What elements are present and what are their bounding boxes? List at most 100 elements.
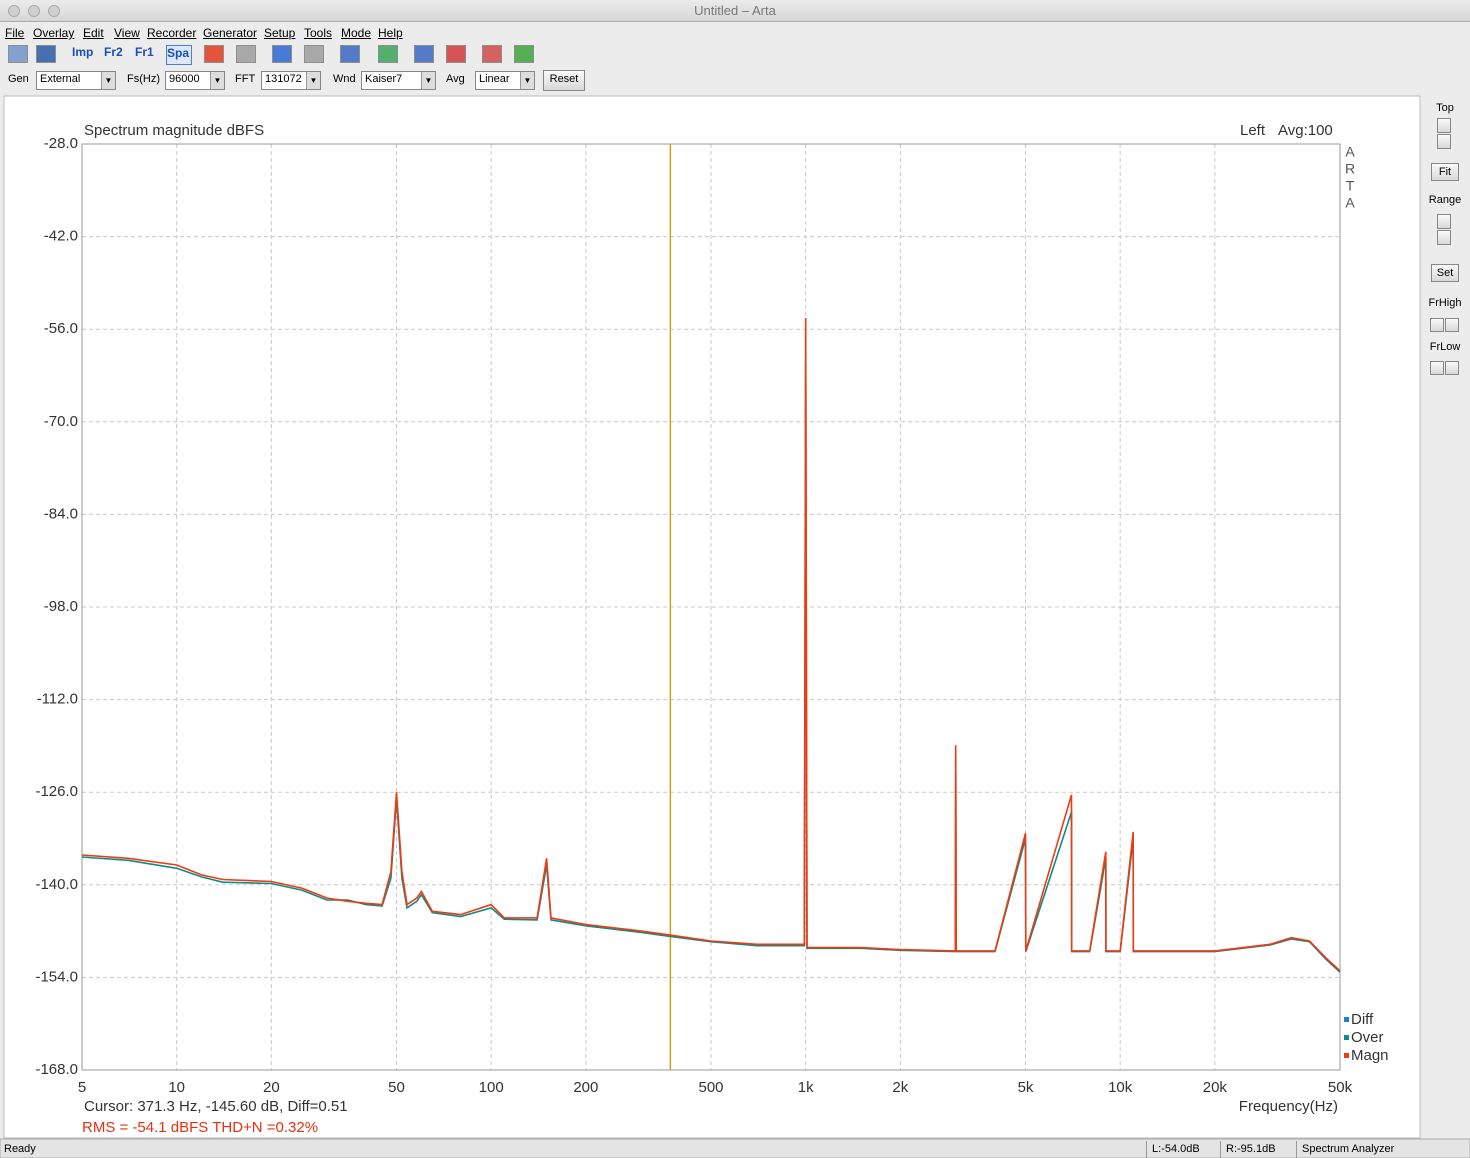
x-tick-label: 2k	[892, 1079, 908, 1096]
window-button[interactable]	[8, 5, 20, 17]
combo-arrow[interactable]: ▼	[421, 72, 435, 89]
y-tick-label: -56.0	[44, 320, 78, 337]
y-tick-label: -28.0	[44, 135, 78, 152]
menu-item[interactable]: Recorder	[147, 26, 197, 40]
y-tick-label: -70.0	[44, 413, 78, 430]
side-button[interactable]: Set	[1431, 264, 1459, 282]
side-label: FrLow	[1429, 341, 1461, 353]
side-label: Range	[1428, 194, 1462, 206]
x-tick-label: 50k	[1328, 1079, 1353, 1096]
x-tick-label: 10	[168, 1079, 185, 1096]
toolbar-icon[interactable]	[414, 45, 434, 63]
step-button[interactable]	[1430, 361, 1444, 375]
param-label: FFT	[235, 73, 256, 85]
step-button[interactable]	[1445, 318, 1459, 332]
combo-arrow[interactable]: ▼	[520, 72, 534, 89]
menu-item[interactable]: Edit	[83, 26, 104, 40]
toolbar-icon[interactable]	[272, 45, 292, 63]
toolbar-icon[interactable]	[304, 45, 324, 63]
x-tick-label: 50	[388, 1079, 405, 1096]
combo-arrow[interactable]: ▼	[101, 72, 115, 89]
y-tick-label: -84.0	[44, 505, 78, 522]
toolbar-icon[interactable]	[378, 45, 398, 63]
menu-item[interactable]: Tools	[304, 26, 333, 40]
x-tick-label: 10k	[1108, 1079, 1133, 1096]
y-tick-label: -168.0	[35, 1061, 78, 1078]
param-combo[interactable]: Kaiser7	[361, 71, 436, 90]
x-tick-label: 20k	[1203, 1079, 1228, 1096]
toolbar-button[interactable]: Fr2	[104, 45, 123, 59]
toolbar-icon[interactable]	[514, 45, 534, 63]
window-title: Untitled – Arta	[694, 3, 776, 18]
title-bar	[0, 0, 1470, 22]
window-button[interactable]	[28, 5, 40, 17]
spin-button[interactable]	[1437, 230, 1451, 245]
step-button[interactable]	[1430, 318, 1444, 332]
chart-panel	[3, 95, 1421, 1139]
y-tick-label: -98.0	[44, 598, 78, 615]
legend-swatch	[1344, 1017, 1349, 1022]
menu-item[interactable]: View	[114, 26, 140, 40]
x-tick-label: 5k	[1018, 1079, 1034, 1096]
toolbar-button[interactable]: Imp	[72, 45, 94, 59]
menu-item[interactable]: Overlay	[33, 26, 75, 40]
menu-item[interactable]: Mode	[341, 26, 372, 40]
param-label: Wnd	[333, 73, 356, 85]
menu-item[interactable]: Setup	[264, 26, 296, 40]
status-field: Ready	[4, 1143, 36, 1155]
brand-letter: R	[1345, 161, 1355, 177]
x-tick-label: 200	[573, 1079, 598, 1096]
legend-swatch	[1344, 1053, 1349, 1058]
chart-title: Spectrum magnitude dBFS	[84, 122, 264, 139]
y-tick-label: -126.0	[35, 783, 78, 800]
side-button[interactable]: Fit	[1431, 163, 1459, 181]
status-bar	[0, 1138, 1470, 1158]
x-axis-label: Frequency(Hz)	[1239, 1098, 1338, 1115]
toolbar-icon[interactable]	[204, 45, 224, 63]
param-combo[interactable]: External	[36, 71, 116, 90]
channel-label: Left	[1240, 122, 1266, 139]
legend-swatch	[1344, 1035, 1349, 1040]
y-tick-label: -42.0	[44, 228, 78, 245]
x-tick-label: 500	[698, 1079, 723, 1096]
window-button[interactable]	[48, 5, 60, 17]
x-tick-label: 20	[263, 1079, 280, 1096]
reset-button[interactable]: Reset	[543, 70, 585, 91]
legend-label: Over	[1351, 1029, 1384, 1046]
brand-letter: A	[1345, 144, 1355, 160]
toolbar-icon[interactable]	[446, 45, 466, 63]
menu-item[interactable]: Generator	[203, 26, 258, 40]
toolbar-icon[interactable]	[236, 45, 256, 63]
toolbar-icon[interactable]	[8, 45, 28, 63]
param-label: Avg	[446, 73, 465, 85]
combo-arrow[interactable]: ▼	[210, 72, 224, 89]
spin-button[interactable]	[1437, 134, 1451, 149]
toolbar-icon[interactable]	[36, 45, 56, 63]
menu-item[interactable]: File	[5, 26, 25, 40]
combo-arrow[interactable]: ▼	[306, 72, 320, 89]
menu-item[interactable]: Help	[378, 26, 403, 40]
avg-label: Avg:100	[1278, 122, 1333, 139]
spin-button[interactable]	[1437, 118, 1451, 133]
step-button[interactable]	[1445, 361, 1459, 375]
legend-label: Magn	[1351, 1047, 1389, 1064]
x-tick-label: 1k	[798, 1079, 814, 1096]
status-field: R:-95.1dB	[1220, 1141, 1292, 1158]
legend-label: Diff	[1351, 1011, 1374, 1028]
toolbar-button[interactable]: Fr1	[135, 45, 154, 59]
param-label: Fs(Hz)	[127, 73, 160, 85]
summary-readout: RMS = -54.1 dBFS THD+N =0.32%	[82, 1119, 318, 1136]
x-tick-label: 5	[78, 1079, 86, 1096]
param-label: Gen	[8, 73, 29, 85]
cursor-readout: Cursor: 371.3 Hz, -145.60 dB, Diff=0.51	[84, 1098, 348, 1115]
spin-button[interactable]	[1437, 214, 1451, 229]
brand-letter: T	[1346, 178, 1355, 194]
toolbar-icon[interactable]	[340, 45, 360, 63]
toolbar-icon[interactable]	[482, 45, 502, 63]
y-tick-label: -140.0	[35, 876, 78, 893]
status-field: Spectrum Analyzer	[1296, 1141, 1450, 1158]
side-label: Top	[1436, 102, 1454, 114]
toolbar-button[interactable]: Spa	[166, 45, 192, 65]
